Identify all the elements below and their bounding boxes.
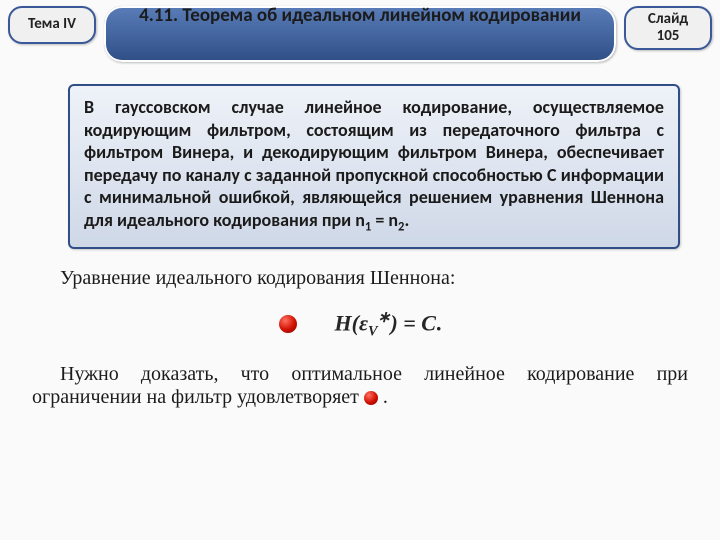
- bullet-icon: [364, 391, 378, 405]
- topic-pill: Тема IV: [8, 6, 96, 44]
- slide-label: Слайд: [636, 11, 700, 28]
- proof-text-before: Нужно доказать, что оптимальное линейное…: [32, 363, 688, 408]
- topic-label: Тема IV: [20, 16, 84, 33]
- title-banner: 4.11. Теорема об идеальном линейном коди…: [104, 6, 616, 62]
- slide-header: Тема IV 4.11. Теорема об идеальном линей…: [0, 0, 720, 62]
- slide-number: 105: [636, 28, 700, 45]
- slide-number-pill: Слайд 105: [624, 6, 712, 50]
- equation-intro: Уравнение идеального кодирования Шеннона…: [32, 267, 688, 290]
- theorem-box: В гауссовском случае линейное кодировани…: [68, 84, 680, 249]
- bullet-icon: [279, 315, 297, 333]
- equation-line: H(εV∗) = C.: [0, 308, 720, 341]
- proof-text-after: .: [378, 386, 388, 408]
- slide-title: 4.11. Теорема об идеальном линейном коди…: [104, 4, 616, 28]
- equation: H(εV∗) = C.: [335, 308, 442, 341]
- slide: Тема IV 4.11. Теорема об идеальном линей…: [0, 0, 720, 540]
- theorem-text: В гауссовском случае линейное кодировани…: [84, 96, 664, 235]
- proof-sentence: Нужно доказать, что оптимальное линейное…: [32, 363, 688, 409]
